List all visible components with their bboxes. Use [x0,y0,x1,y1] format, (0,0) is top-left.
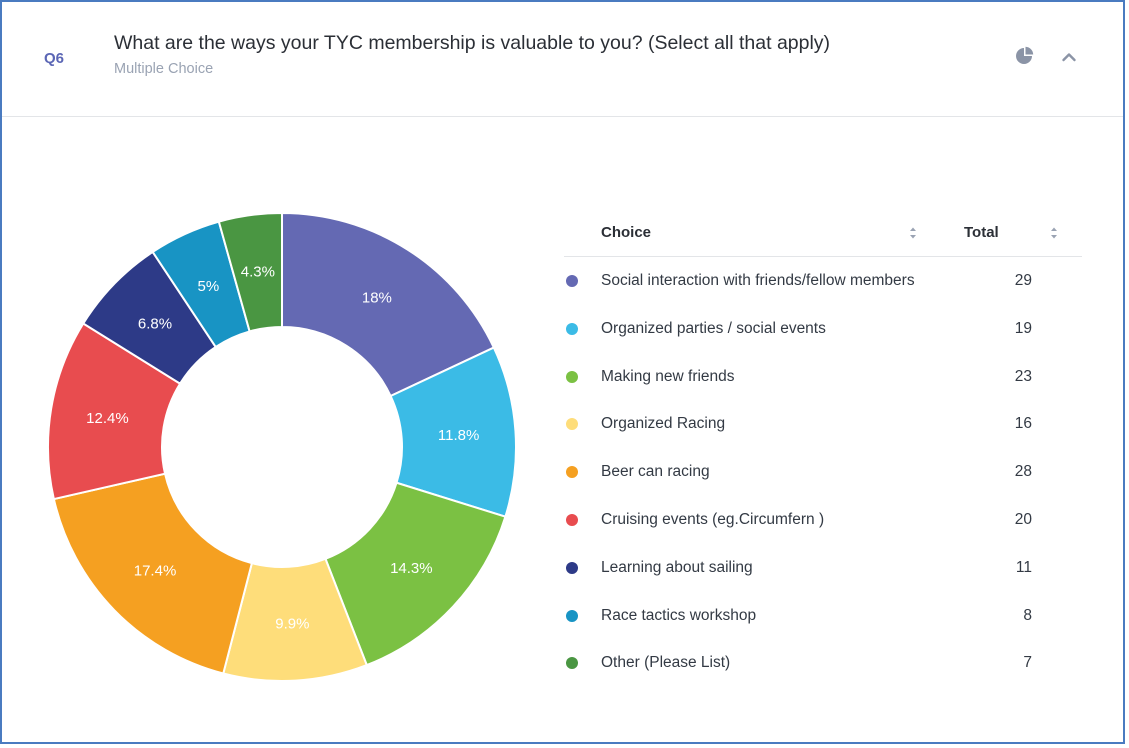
legend-dot [566,418,578,431]
choice-label: Other (Please List) [601,654,731,672]
results-table: Choice Total Social interaction with fri… [564,208,1082,687]
legend-dot [566,370,578,383]
slice-label: 4.3% [241,264,275,281]
choice-total: 11 [1015,558,1032,576]
slice-label: 6.8% [138,316,172,333]
table-row: Learning about sailing 11 [564,544,1082,592]
chevron-up-icon[interactable] [1060,48,1078,66]
slice-label: 12.4% [86,410,129,427]
legend-dot [566,561,578,574]
choice-total: 16 [1014,415,1032,433]
slice-label: 9.9% [275,616,309,633]
choice-total: 7 [1023,654,1032,672]
choice-label: Cruising events (eg.Circumfern ) [601,510,825,528]
donut-slice[interactable] [324,481,507,667]
table-row: Organized parties / social events 19 [564,305,1082,353]
choice-total: 20 [1014,510,1032,528]
table-row: Other (Please List) 7 [564,639,1082,687]
sort-icon[interactable] [909,226,917,240]
table-row: Social interaction with friends/fellow m… [564,257,1082,305]
table-row: Making new friends 23 [564,353,1082,401]
table-row: Organized Racing 16 [564,400,1082,448]
legend-dot [566,657,578,670]
choice-label: Organized parties / social events [601,319,826,337]
slice-label: 14.3% [390,560,433,577]
pie-chart-icon[interactable] [1014,46,1034,66]
table-body: Social interaction with friends/fellow m… [564,257,1082,687]
choice-label: Learning about sailing [601,558,753,576]
choice-label: Organized Racing [601,415,726,433]
table-header: Choice Total [564,208,1082,257]
donut-slice[interactable] [281,211,496,398]
choice-total: 28 [1014,463,1032,481]
question-title: What are the ways your TYC membership is… [114,32,831,54]
slice-label: 11.8% [438,427,479,444]
choice-total: 29 [1014,272,1032,289]
choice-label: Social interaction with friends/fellow m… [601,272,915,289]
column-header-choice[interactable]: Choice [601,224,652,241]
slice-label: 17.4% [134,562,177,579]
table-row: Cruising events (eg.Circumfern ) 20 [564,496,1082,544]
choice-total: 23 [1014,367,1032,385]
choice-label: Making new friends [601,367,735,385]
choice-label: Beer can racing [601,463,710,481]
table-row: Race tactics workshop 8 [564,592,1082,640]
donut-chart: 18% 11.8% 14.3% 9.9% 17.4% 12.4% 6.8% 5% 4.3% [42,207,522,687]
legend-dot [566,466,578,479]
slice-label: 18% [362,290,392,307]
legend-dot [566,513,578,526]
choice-total: 8 [1023,606,1032,624]
choice-label: Race tactics workshop [601,606,757,624]
sort-icon[interactable] [1050,226,1058,240]
donut-slice[interactable] [217,211,283,333]
choice-total: 19 [1014,319,1032,337]
table-row: Beer can racing 28 [564,448,1082,496]
slice-label: 5% [197,278,219,295]
legend-dot [566,609,578,622]
legend-dot [566,275,578,287]
question-type: Multiple Choice [114,61,214,77]
question-header: Q6 What are the ways your TYC membership… [2,2,1123,117]
legend-dot [566,322,578,335]
column-header-total[interactable]: Total [964,224,999,241]
question-number: Q6 [44,50,65,67]
donut-slice[interactable] [52,472,254,675]
